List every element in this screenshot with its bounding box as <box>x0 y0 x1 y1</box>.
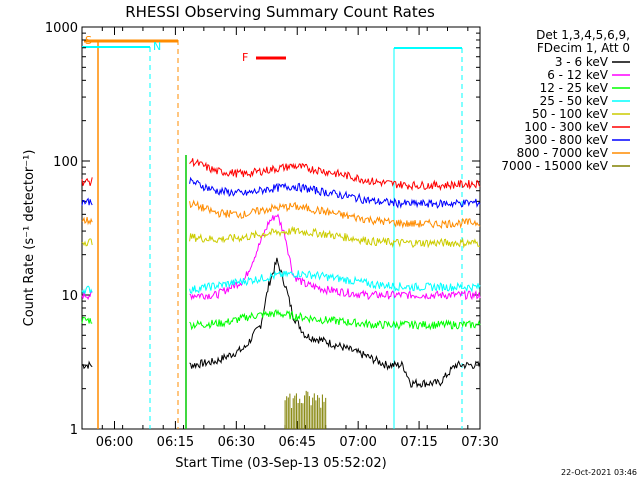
x-tick-label: 07:30 <box>461 435 498 450</box>
legend-label: 50 - 100 keV <box>532 107 609 121</box>
legend-label: 6 - 12 keV <box>547 68 609 82</box>
legend-label: 800 - 7000 keV <box>517 146 609 160</box>
chart-title: RHESSI Observing Summary Count Rates <box>125 3 435 21</box>
x-tick-label: 06:15 <box>157 435 194 450</box>
x-tick-label: 07:00 <box>339 435 376 450</box>
x-tick-label: 06:30 <box>218 435 255 450</box>
y-axis-label: Count Rate (s⁻¹ detector⁻¹) <box>22 150 37 327</box>
instrument-markers: S N F <box>82 34 463 429</box>
series-group <box>81 158 481 429</box>
y-axis-ticks: 1 10 100 1000 <box>45 21 480 438</box>
y-tick-label: 1000 <box>45 21 78 36</box>
y-tick-label: 1 <box>70 423 78 438</box>
series-line-100-300kev <box>81 158 481 192</box>
legend-header-line-2: FDecim 1, Att 0 <box>537 41 630 55</box>
y-tick-label: 100 <box>53 155 78 170</box>
legend-label: 7000 - 15000 keV <box>501 159 608 173</box>
legend-label: 12 - 25 keV <box>540 81 609 95</box>
series-line-7000-15000kev <box>284 390 327 429</box>
legend: Det 1,3,4,5,6,9, FDecim 1, Att 0 3 - 6 k… <box>501 28 630 173</box>
night-label: N <box>153 40 161 53</box>
series-line-25-50kev <box>81 270 481 295</box>
x-tick-label: 07:15 <box>400 435 437 450</box>
series-line-300-800kev <box>81 176 481 209</box>
saa-label: S <box>85 34 92 47</box>
plot-frame <box>81 26 481 430</box>
series-line-6-12kev <box>81 213 481 301</box>
legend-label: 3 - 6 keV <box>555 55 609 69</box>
y-tick-label: 10 <box>61 289 78 304</box>
legend-header-line-1: Det 1,3,4,5,6,9, <box>536 28 630 42</box>
series-line-800-7000kev <box>81 199 481 229</box>
x-axis-label: Start Time (03-Sep-13 05:52:02) <box>175 456 386 471</box>
series-line-3-6kev <box>81 257 481 389</box>
series-line-50-100kev <box>81 225 481 249</box>
legend-label: 25 - 50 keV <box>540 94 609 108</box>
x-tick-label: 06:45 <box>279 435 316 450</box>
date-stamp: 22-Oct-2021 03:46 <box>561 468 637 477</box>
x-axis-ticks: 06:00 06:15 06:30 06:45 07:00 07:15 07:30 <box>81 27 499 450</box>
legend-label: 300 - 800 keV <box>524 133 608 147</box>
series-line-12-25kev <box>81 309 481 331</box>
x-tick-label: 06:00 <box>96 435 133 450</box>
flare-label: F <box>242 51 248 64</box>
legend-label: 100 - 300 keV <box>524 120 608 134</box>
